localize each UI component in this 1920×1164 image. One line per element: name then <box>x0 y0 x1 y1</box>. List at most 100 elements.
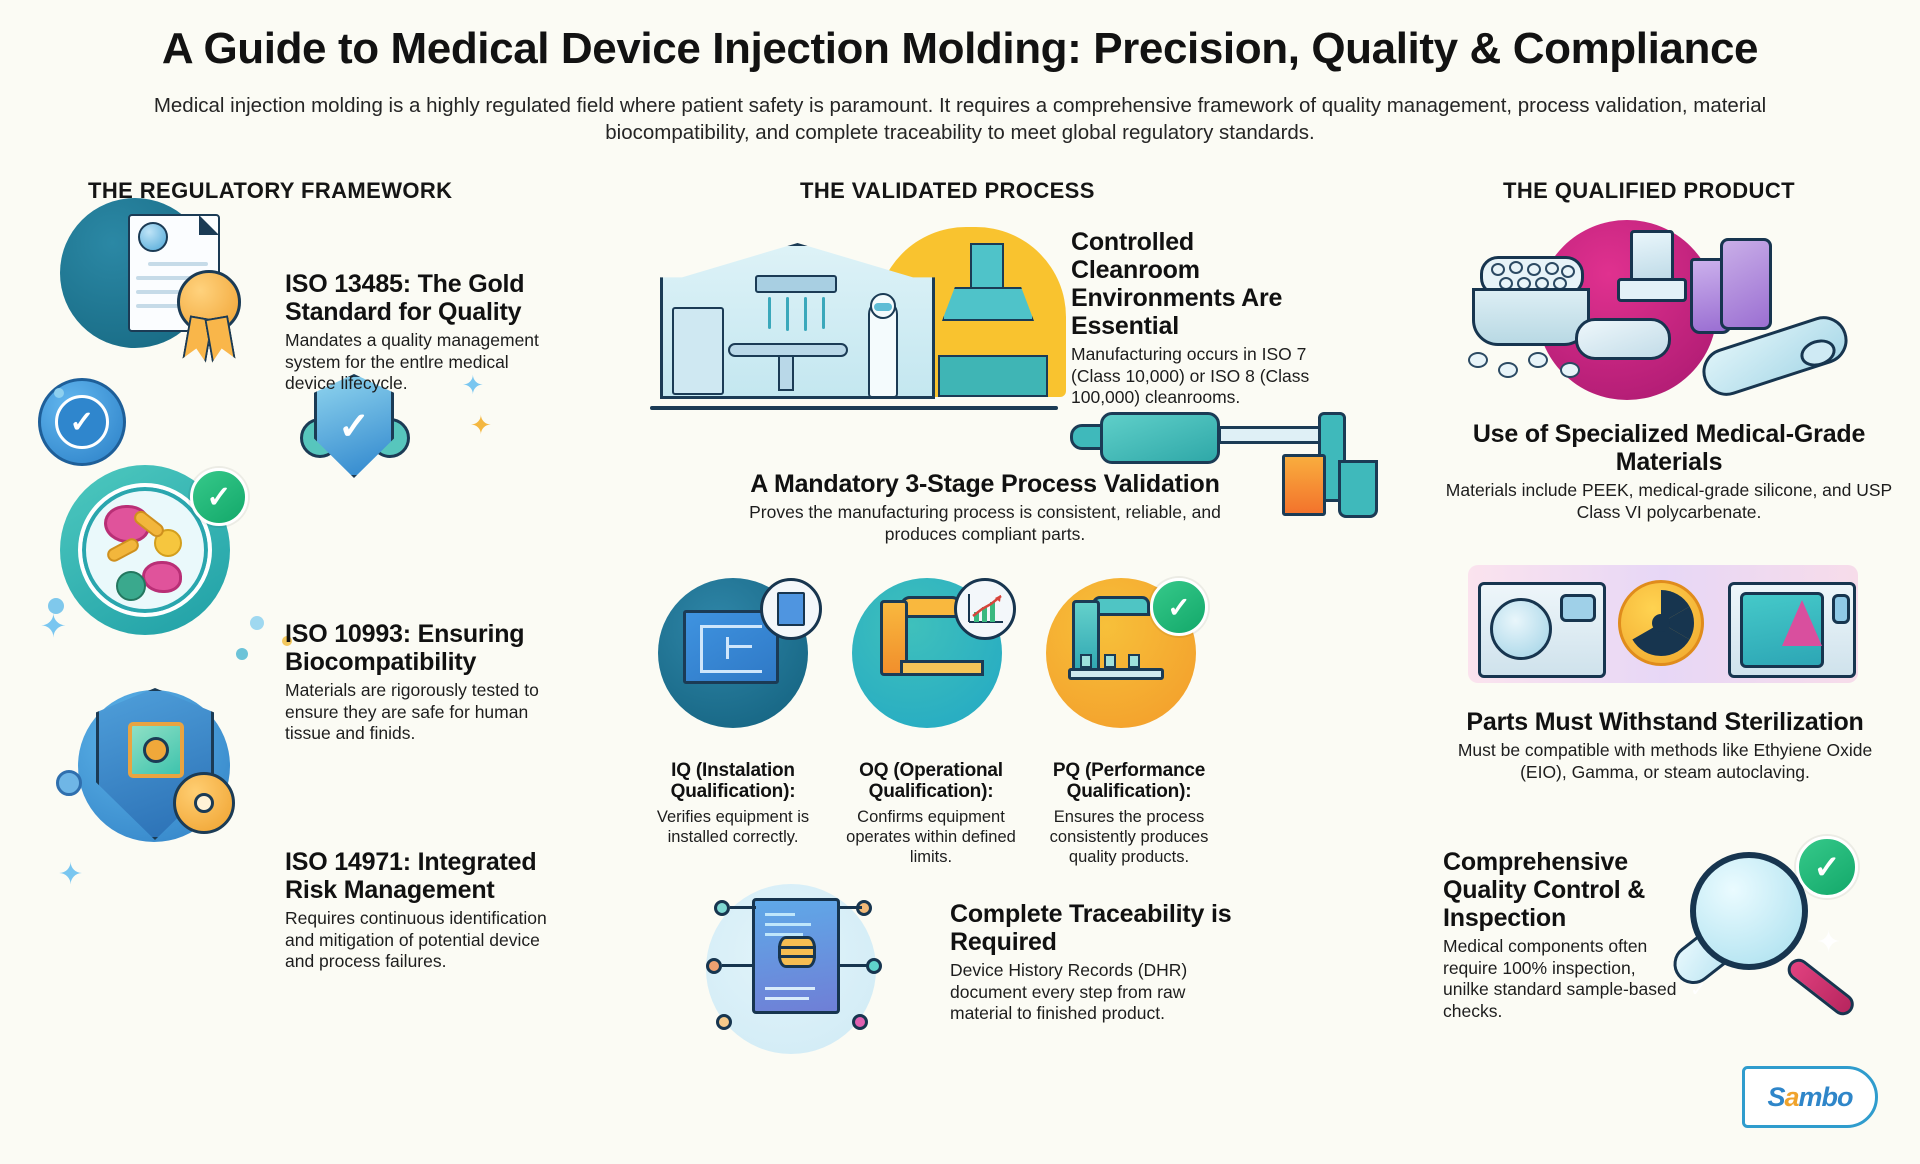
fume-duct <box>970 243 1004 289</box>
right-item-2: Parts Must Withstand Sterilization Must … <box>1434 708 1896 783</box>
decor-dot <box>54 388 64 398</box>
flask-icon <box>1782 600 1822 646</box>
left-item-3-body: Requires continuous identification and m… <box>285 908 547 972</box>
stage-iq-label: IQ (Instalation Qualification): <box>670 760 796 803</box>
right-item-2-title: Parts Must Withstand Sterilization <box>1466 708 1864 736</box>
column-heading-process: THE VALIDATED PROCESS <box>800 178 1095 203</box>
autoclave-drum <box>1490 598 1552 660</box>
cleanroom-illustration <box>650 215 1066 420</box>
doc-line <box>136 304 188 308</box>
floor-line <box>650 406 1058 410</box>
oq-press-arm <box>900 596 962 618</box>
validation-block: A Mandatory 3-Stage Process Validation P… <box>735 470 1235 545</box>
circuit-trace <box>730 906 756 909</box>
blueprint-line <box>700 625 762 628</box>
circuit-node <box>714 900 730 916</box>
page-title: A Guide to Medical Device Injection Mold… <box>161 24 1759 73</box>
airflow-arrow <box>786 297 789 331</box>
loose-pellet <box>1498 362 1518 378</box>
check-mark-decor: ✓ <box>1690 979 1707 1001</box>
left-item-1-body: Mandates a quality management system for… <box>285 330 539 394</box>
oq-bench <box>900 660 984 676</box>
control-panel <box>1560 594 1596 622</box>
left-item-2-title: ISO 10993: Ensuring Biocompatibility <box>285 620 525 676</box>
right-item-1-title: Use of Specialized Medical-Grade Materia… <box>1472 420 1866 476</box>
verified-rosette-icon: ✓ <box>38 378 126 466</box>
page-subtitle: Medical injection molding is a highly re… <box>153 94 1767 145</box>
check-badge-icon: ✓ <box>1150 578 1208 636</box>
record-line <box>765 913 795 916</box>
logo-text: Sambo <box>1767 1081 1853 1112</box>
decor-gear-dot <box>56 770 82 796</box>
brand-logo[interactable]: Sambo <box>1742 1066 1878 1128</box>
airflow-arrow <box>804 297 807 331</box>
decor-dot <box>48 598 64 614</box>
circuit-node <box>852 1014 868 1030</box>
petri-dish-inner <box>78 483 212 617</box>
loose-pellet <box>1528 352 1548 368</box>
circuit-node <box>866 958 882 974</box>
left-item-1: ISO 13485: The Gold Standard for Quality… <box>285 270 551 395</box>
magnifier-lens <box>1690 852 1808 970</box>
connector-icon <box>1575 318 1671 360</box>
material-tube <box>1720 238 1772 330</box>
blueprint-line <box>700 625 703 673</box>
record-line <box>765 933 803 936</box>
blueprint-line <box>726 645 752 648</box>
cell-shape <box>142 561 182 593</box>
record-line <box>765 997 809 1000</box>
radiation-icon <box>1618 580 1704 666</box>
machine-outlet <box>1338 460 1378 518</box>
left-item-2-body: Materials are rigorously tested to ensur… <box>285 680 539 744</box>
circuit-trace <box>722 964 754 967</box>
machine-barrel <box>1100 412 1220 464</box>
traceability-body: Device History Records (DHR) document ev… <box>950 960 1188 1024</box>
doc-line <box>136 276 208 280</box>
database-icon <box>778 936 816 968</box>
sparkle-icon: ✦ <box>1816 926 1842 959</box>
pq-part <box>1128 654 1140 668</box>
left-item-1-title: ISO 13485: The Gold Standard for Quality <box>285 270 525 326</box>
globe-icon <box>138 222 168 252</box>
sparkle-icon: ✦ <box>40 608 67 644</box>
material-bowl <box>1472 288 1590 346</box>
check-badge-icon: ✓ <box>190 468 248 526</box>
right-item-1-body: Materials include PEEK, medical-grade si… <box>1445 480 1893 522</box>
vial-cap <box>1617 278 1687 302</box>
validation-body: Proves the manufacturing process is cons… <box>749 502 1221 544</box>
record-line <box>765 923 811 926</box>
stage-iq: IQ (Instalation Qualification): Verifies… <box>630 760 836 847</box>
stage-oq-body: Confirms equipment operates within defin… <box>846 807 1016 867</box>
radiation-glyph <box>1632 590 1695 657</box>
right-item-3-body: Medical components often require 100% in… <box>1443 936 1677 1022</box>
blueprint-line <box>726 637 729 659</box>
cleanroom-body: Manufacturing occurs in ISO 7 (Class 10,… <box>1071 344 1310 408</box>
traceability-block: Complete Traceability is Required Device… <box>950 900 1250 1025</box>
circuit-node <box>716 1014 732 1030</box>
cell-shape <box>154 529 182 557</box>
sparkle-icon: ✦ <box>58 858 84 891</box>
gear-icon <box>143 737 169 763</box>
traceability-title: Complete Traceability is Required <box>950 900 1232 956</box>
pq-conveyor <box>1068 668 1164 680</box>
circuit-trace <box>840 906 862 909</box>
decor-dot <box>282 636 292 646</box>
gear-icon <box>173 772 235 834</box>
stage-pq: PQ (Performance Qualification): Ensures … <box>1026 760 1232 868</box>
stage-oq: OQ (Operational Qualification): Confirms… <box>828 760 1034 868</box>
check-badge-icon: ✓ <box>1796 836 1858 898</box>
record-line <box>765 987 815 990</box>
technician-visor <box>874 303 892 311</box>
logo-accent-letter: a <box>1784 1081 1799 1112</box>
trend-chart-icon <box>954 578 1016 640</box>
award-ribbon-icon <box>177 270 241 334</box>
validation-title: A Mandatory 3-Stage Process Validation <box>750 470 1220 498</box>
stage-iq-body: Verifies equipment is installed correctl… <box>656 807 810 846</box>
check-icon: ✓ <box>55 395 109 449</box>
exam-table-base <box>778 355 794 391</box>
fume-hood-icon <box>942 287 1034 321</box>
left-item-3-title: ISO 14971: Integrated Risk Management <box>285 848 537 904</box>
cell-shape <box>116 571 146 601</box>
right-item-1: Use of Specialized Medical-Grade Materia… <box>1443 420 1895 523</box>
